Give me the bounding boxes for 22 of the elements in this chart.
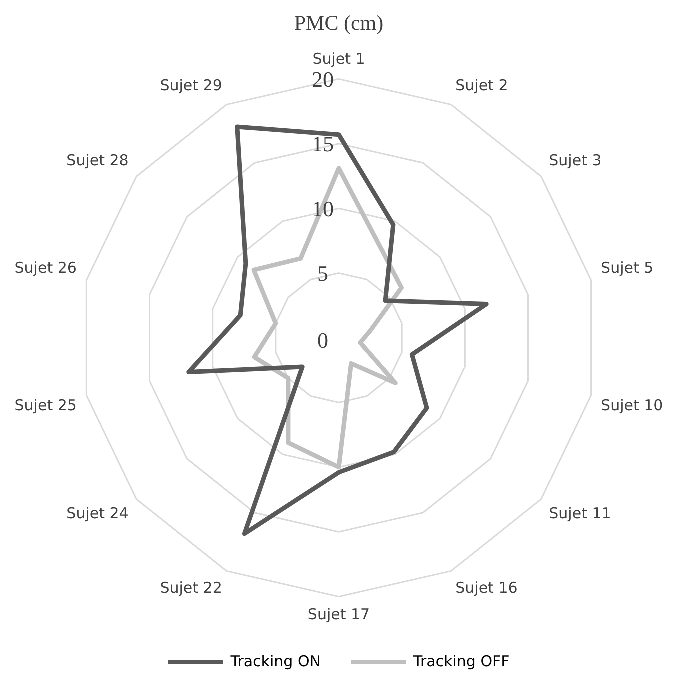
spoke-label: Sujet 16 [456, 579, 518, 598]
spoke-label: Sujet 17 [308, 606, 370, 624]
spoke-label: Sujet 25 [14, 396, 77, 415]
y-tick-label: 0 [318, 328, 328, 353]
spoke-label: Sujet 24 [66, 504, 129, 522]
spoke-label: Sujet 10 [601, 396, 664, 415]
y-tick-label: 10 [312, 196, 334, 222]
y-tick-label: 20 [312, 66, 334, 92]
legend-label: Tracking ON [230, 652, 321, 670]
spoke-label: Sujet 3 [549, 151, 602, 170]
spoke-label: Sujet 2 [456, 76, 508, 95]
spoke-label: Sujet 11 [549, 504, 612, 522]
spoke-label: Sujet 28 [66, 151, 129, 170]
chart-title: PMC (cm) [294, 11, 384, 36]
legend-label: Tracking OFF [412, 652, 510, 670]
spoke-label: Sujet 1 [312, 50, 366, 68]
spoke-label: Sujet 22 [160, 579, 222, 598]
spoke-label: Sujet 26 [14, 259, 77, 278]
y-tick-label: 5 [318, 261, 328, 286]
spoke-label: Sujet 5 [601, 259, 654, 278]
y-tick-label: 15 [312, 132, 334, 157]
spoke-label: Sujet 29 [160, 76, 222, 95]
